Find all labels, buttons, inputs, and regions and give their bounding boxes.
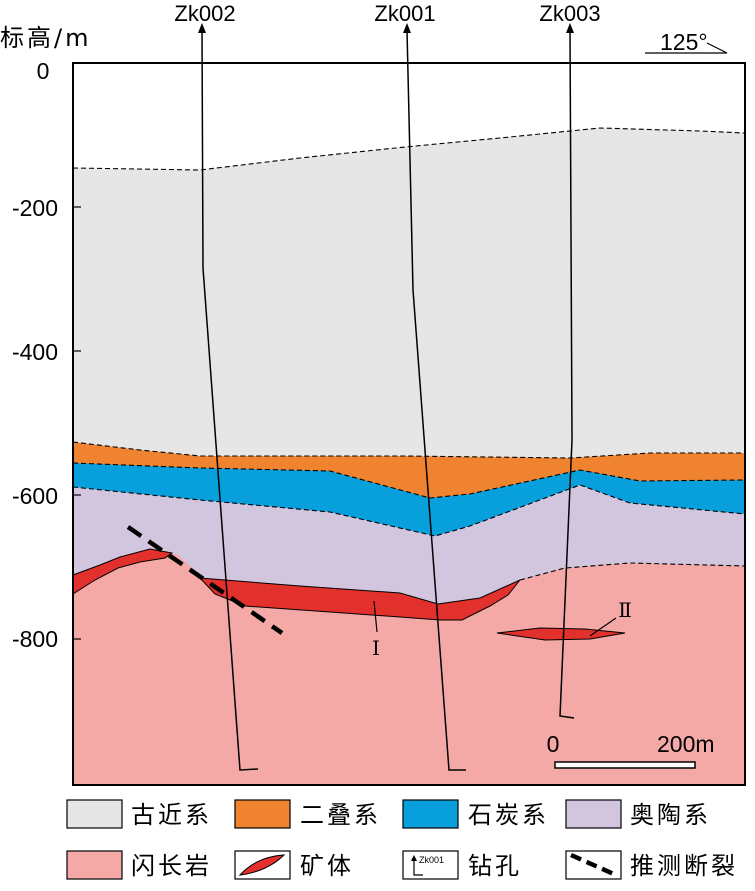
y-axis: 标高/m 0 -200 -400 -600 -800 bbox=[0, 24, 91, 652]
drill-hole-icon-line bbox=[413, 859, 423, 876]
drill-hole-icon-text: Zk001 bbox=[419, 855, 444, 865]
legend-swatch-ordovician bbox=[565, 799, 622, 829]
ore-body-i bbox=[198, 577, 521, 621]
legend-swatch-carboniferous bbox=[402, 799, 459, 829]
drill-hole-zk002-label: Zk002 bbox=[174, 1, 235, 26]
orientation-arrow-icon bbox=[645, 42, 728, 54]
drill-hole-icon: Zk001 bbox=[411, 855, 444, 876]
y-axis-title: 标高/m bbox=[0, 24, 91, 52]
scale-bar-rule bbox=[554, 761, 696, 769]
ore-bodies: Ⅰ Ⅱ bbox=[72, 548, 632, 660]
drill-hole-zk003-label: Zk003 bbox=[539, 1, 600, 26]
legend-swatch-paleogene bbox=[66, 799, 123, 829]
carboniferous-base-boundary bbox=[72, 484, 746, 537]
legend-swatch-diorite bbox=[66, 850, 123, 880]
y-tick-label: 0 bbox=[37, 58, 50, 84]
orientation-indicator: 125° bbox=[645, 29, 728, 55]
fault-line-icon bbox=[570, 852, 617, 878]
legend: 古近系 二叠系 石炭系 奥陶系 闪长岩 矿体 Zk001 钻孔 推测断裂 bbox=[66, 799, 738, 880]
y-tick-label: -200 bbox=[12, 195, 58, 221]
drill-hole-zk001-arrow-icon bbox=[403, 23, 411, 33]
paleogene-base-boundary bbox=[72, 441, 745, 459]
ore-body-ii bbox=[496, 627, 626, 641]
legend-label-carboniferous: 石炭系 bbox=[468, 801, 549, 829]
drill-hole-zk001-label: Zk001 bbox=[374, 1, 435, 26]
drill-holes: Zk002 Zk001 Zk003 bbox=[174, 1, 601, 771]
legend-label-fault: 推测断裂 bbox=[630, 852, 738, 880]
drill-hole-zk001 bbox=[406, 29, 466, 771]
scale-bar-start-label: 0 bbox=[547, 731, 560, 757]
ore-i-leader-line bbox=[373, 600, 378, 633]
legend-label-diorite: 闪长岩 bbox=[131, 852, 212, 880]
orientation-label: 125° bbox=[660, 29, 708, 55]
inferred-fault-line bbox=[126, 525, 284, 635]
legend-label-ore: 矿体 bbox=[300, 852, 354, 880]
ore-ii-label: Ⅱ bbox=[618, 598, 632, 622]
y-tick-label: -600 bbox=[12, 483, 58, 509]
legend-label-ordovician: 奥陶系 bbox=[630, 801, 711, 829]
ordovician-base-boundary bbox=[519, 562, 746, 581]
legend-label-paleogene: 古近系 bbox=[131, 801, 212, 829]
stratigraphic-boundaries bbox=[72, 127, 746, 581]
drill-hole-zk003 bbox=[559, 29, 575, 719]
ore-lens-icon bbox=[238, 854, 286, 876]
ore-ii-leader-line bbox=[589, 617, 617, 637]
strata bbox=[73, 63, 745, 785]
drill-hole-zk003-arrow-icon bbox=[566, 23, 574, 33]
drill-hole-zk002 bbox=[201, 29, 259, 771]
permian-base-boundary bbox=[72, 462, 746, 499]
legend-swatch-permian bbox=[234, 799, 291, 829]
ground-surface-boundary bbox=[72, 127, 746, 171]
legend-label-permian: 二叠系 bbox=[300, 801, 381, 829]
scale-bar: 0 200m bbox=[547, 731, 715, 769]
legend-box-drill-hole bbox=[402, 850, 459, 880]
drill-hole-zk002-arrow-icon bbox=[198, 23, 206, 33]
ore-i-label: Ⅰ bbox=[372, 636, 380, 660]
ore-body-left bbox=[72, 548, 174, 595]
y-tick-label: -400 bbox=[12, 339, 58, 365]
legend-label-drill-hole: 钻孔 bbox=[468, 852, 522, 880]
y-tick-label: -800 bbox=[12, 626, 58, 652]
scale-bar-end-label: 200m bbox=[657, 731, 715, 757]
drill-hole-icon-arrow bbox=[411, 855, 417, 861]
section-frame bbox=[72, 62, 746, 786]
